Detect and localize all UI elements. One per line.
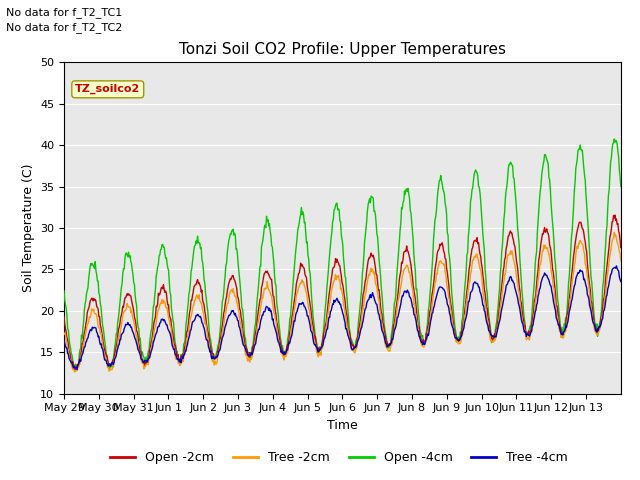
X-axis label: Time: Time <box>327 419 358 432</box>
Line: Open -4cm: Open -4cm <box>64 139 621 370</box>
Tree -4cm <box>126 322 134 328</box>
Tree -2cm <box>401 266 408 272</box>
Open -2cm <box>71 367 79 373</box>
Open -4cm <box>60 288 68 294</box>
Open -4cm <box>611 136 618 142</box>
Y-axis label: Soil Temperature (C): Soil Temperature (C) <box>22 164 35 292</box>
Text: No data for f_T2_TC1: No data for f_T2_TC1 <box>6 7 123 18</box>
Open -2cm <box>401 249 408 254</box>
Tree -4cm <box>73 367 81 372</box>
Text: No data for f_T2_TC2: No data for f_T2_TC2 <box>6 22 123 33</box>
Tree -2cm <box>432 279 440 285</box>
Line: Tree -2cm: Tree -2cm <box>64 233 621 372</box>
Open -2cm <box>126 293 134 299</box>
Tree -4cm <box>277 349 285 355</box>
Open -2cm <box>277 343 285 349</box>
Line: Open -2cm: Open -2cm <box>64 215 621 370</box>
Tree -2cm <box>611 230 618 236</box>
Open -4cm <box>277 338 285 344</box>
Open -4cm <box>401 188 408 194</box>
Tree -2cm <box>228 289 236 295</box>
Legend: Open -2cm, Tree -2cm, Open -4cm, Tree -4cm: Open -2cm, Tree -2cm, Open -4cm, Tree -4… <box>106 446 573 469</box>
Open -2cm <box>617 245 625 251</box>
Tree -2cm <box>277 350 285 356</box>
Tree -4cm <box>617 278 625 284</box>
Title: Tonzi Soil CO2 Profile: Upper Temperatures: Tonzi Soil CO2 Profile: Upper Temperatur… <box>179 42 506 57</box>
Tree -4cm <box>256 322 264 328</box>
Tree -2cm <box>60 330 68 336</box>
Tree -2cm <box>617 258 625 264</box>
Tree -4cm <box>612 263 620 269</box>
Open -4cm <box>228 228 236 234</box>
Open -2cm <box>432 262 440 268</box>
Tree -2cm <box>256 311 264 317</box>
Text: TZ_soilco2: TZ_soilco2 <box>75 84 140 95</box>
Open -2cm <box>611 212 619 218</box>
Open -2cm <box>256 297 264 302</box>
Tree -4cm <box>60 338 68 344</box>
Tree -4cm <box>228 308 236 314</box>
Open -4cm <box>106 367 113 372</box>
Open -4cm <box>432 215 440 220</box>
Open -4cm <box>256 264 264 269</box>
Open -2cm <box>60 314 68 320</box>
Tree -2cm <box>126 304 134 310</box>
Open -4cm <box>126 253 134 259</box>
Open -2cm <box>228 273 236 278</box>
Tree -4cm <box>432 297 440 302</box>
Tree -4cm <box>401 288 408 294</box>
Tree -2cm <box>71 369 79 375</box>
Line: Tree -4cm: Tree -4cm <box>64 266 621 370</box>
Open -4cm <box>617 184 625 190</box>
